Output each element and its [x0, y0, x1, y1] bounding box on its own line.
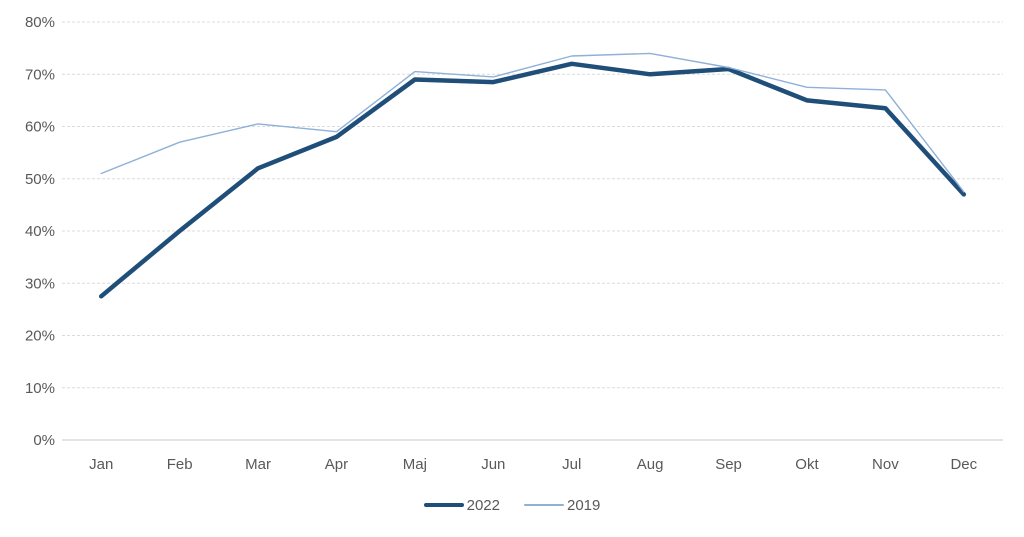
x-tick-label: Aug — [637, 456, 664, 473]
x-tick-label: Okt — [795, 456, 819, 473]
legend-item-2019: 2019 — [524, 498, 600, 513]
y-tick-label: 10% — [25, 380, 55, 397]
legend-label-2019: 2019 — [567, 496, 601, 514]
x-tick-label: Nov — [872, 456, 899, 473]
y-tick-label: 80% — [25, 14, 55, 31]
y-tick-label: 30% — [25, 275, 55, 292]
x-tick-label: Jul — [562, 456, 581, 473]
y-tick-label: 60% — [25, 119, 55, 136]
chart-legend: 2022 2019 — [0, 492, 1024, 518]
legend-label-2022: 2022 — [466, 496, 500, 514]
legend-item-2022: 2022 — [423, 496, 500, 514]
y-tick-label: 70% — [25, 66, 55, 83]
x-tick-label: Feb — [167, 456, 193, 473]
x-tick-label: Sep — [715, 456, 742, 473]
x-tick-label: Maj — [403, 456, 427, 473]
y-tick-label: 20% — [25, 328, 55, 345]
x-tick-label: Mar — [245, 456, 271, 473]
x-tick-label: Dec — [950, 456, 977, 473]
x-tick-label: Jan — [89, 456, 113, 473]
y-tick-label: 40% — [25, 223, 55, 240]
y-tick-label: 0% — [33, 432, 55, 449]
legend-line-swatch-2019 — [524, 504, 564, 506]
x-tick-label: Apr — [325, 456, 348, 473]
legend-line-swatch-2022 — [423, 502, 464, 508]
y-tick-label: 50% — [25, 171, 55, 188]
series-line-2022 — [98, 61, 967, 299]
x-tick-label: Jun — [481, 456, 505, 473]
series-line-2019 — [100, 52, 965, 193]
